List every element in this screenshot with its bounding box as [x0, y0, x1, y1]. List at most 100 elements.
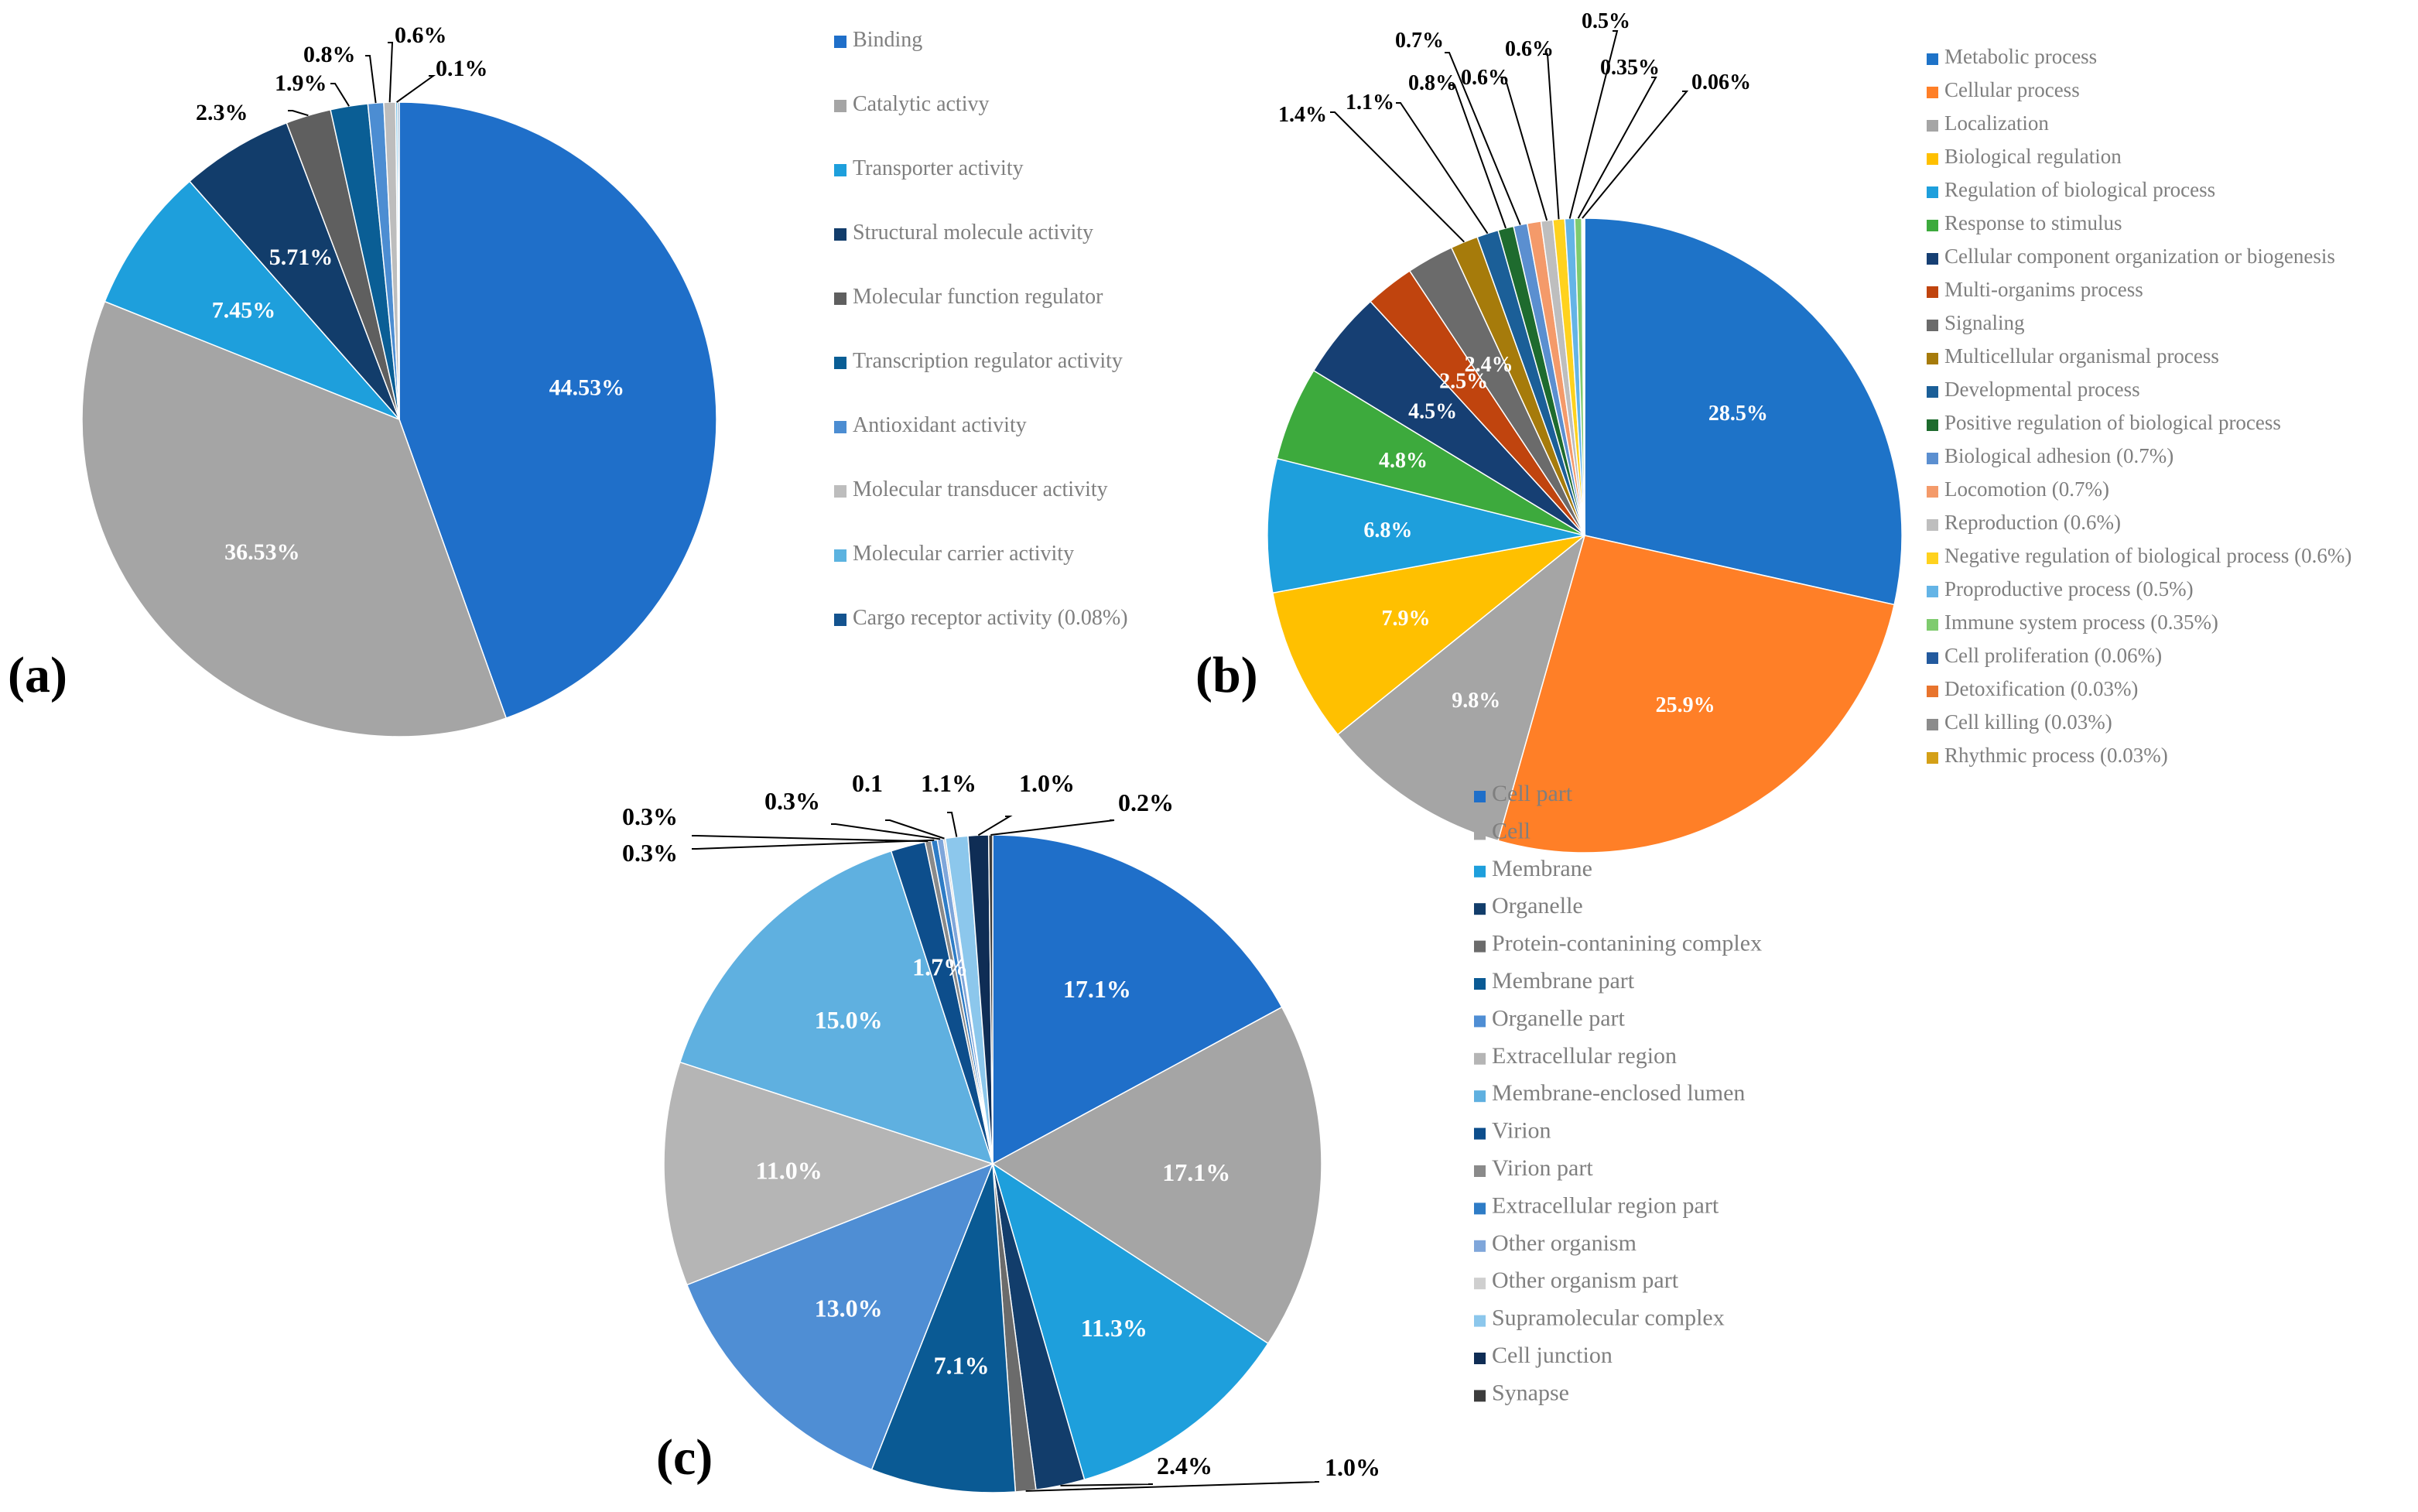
legend-entry: Membrane-enclosed lumen	[1492, 1080, 1745, 1106]
leader-line	[1330, 111, 1465, 243]
slice-data-label: 6.8%	[1363, 518, 1412, 542]
leader-line	[1060, 1483, 1154, 1486]
slice-data-label: 5.71%	[269, 245, 333, 270]
legend-swatch	[1927, 752, 1938, 764]
pie-slice	[870, 1163, 1017, 1493]
legend-entry: Locomotion (0.7%)	[1944, 477, 2109, 501]
leader-line	[1543, 53, 1560, 220]
pie-slice	[1497, 535, 1896, 853]
legend-entry: Positive regulation of biological proces…	[1944, 411, 2281, 434]
legend-swatch	[834, 36, 846, 48]
leader-line	[1445, 52, 1521, 225]
legend-entry: Protein-contanining complex	[1492, 931, 1762, 956]
legend-entry: Cell	[1492, 818, 1530, 843]
legend-entry: Extracellular region part	[1492, 1192, 1719, 1218]
leader-line	[977, 816, 1013, 836]
slice-data-label: 0.7%	[1395, 29, 1444, 53]
legend-swatch	[1474, 940, 1486, 953]
pie-slice	[188, 121, 400, 420]
leader-line	[1568, 30, 1619, 219]
legend-swatch	[1474, 1052, 1486, 1065]
panel-label-a: (a)	[8, 647, 67, 703]
slice-data-label: 0.35%	[1600, 56, 1660, 80]
pie-slice	[992, 834, 1283, 1165]
legend-swatch	[1474, 903, 1486, 915]
slice-data-label: 0.5%	[1582, 9, 1630, 33]
pie-slice	[398, 101, 717, 719]
legend-swatch	[834, 485, 846, 498]
legend-entry: Antioxidant activity	[853, 413, 1027, 437]
slice-data-label: 2.4%	[1157, 1452, 1212, 1480]
slice-data-label: 17.1%	[1063, 975, 1131, 1003]
legend-swatch	[1927, 320, 1938, 331]
slice-data-label: 4.8%	[1379, 449, 1428, 473]
leader-line	[1577, 77, 1657, 219]
legend-entry: Cell part	[1492, 781, 1573, 806]
legend-entry: Cell proliferation (0.06%)	[1944, 644, 2162, 667]
legend-swatch	[1927, 552, 1938, 564]
legend-entry: Metabolic process	[1944, 45, 2097, 68]
legend-swatch	[1927, 619, 1938, 631]
leader-line	[947, 812, 958, 837]
slice-data-label: 0.8%	[303, 42, 356, 67]
legend-swatch	[1474, 828, 1486, 840]
slice-data-label: 0.1	[852, 769, 883, 797]
slice-data-label: 0.3%	[764, 787, 820, 815]
pie-slice	[1271, 535, 1585, 736]
panel-label-b: (b)	[1195, 647, 1258, 703]
slice-data-label: 1.9%	[275, 70, 327, 96]
legend-swatch	[1474, 1278, 1486, 1290]
slice-data-label: 4.5%	[1408, 399, 1457, 423]
pie-chart-c: 17.1% 17.1% 11.3% 2.4% 1.0% 7.1% 13.0% 11.0% 15.…	[622, 769, 1762, 1493]
legend-swatch	[1474, 1353, 1486, 1364]
legend-entry: Reproduction (0.6%)	[1944, 511, 2121, 534]
slice-data-label: 15.0%	[815, 1006, 883, 1034]
legend-entry: Multi-organims process	[1944, 278, 2143, 301]
legend-entry: Other organism part	[1492, 1267, 1679, 1293]
legend-entry: Multicellular organismal process	[1944, 344, 2219, 368]
slice-data-label: 9.8%	[1452, 689, 1500, 713]
slice-data-label: 1.0%	[1325, 1453, 1380, 1481]
leader-line	[288, 110, 309, 117]
leader-line	[1500, 77, 1548, 221]
legend-entry: Other organism	[1492, 1230, 1637, 1256]
legend-swatch	[834, 421, 846, 433]
legend-entry: Synapse	[1492, 1380, 1569, 1405]
legend-entry: Rhythmic process (0.03%)	[1944, 744, 2168, 767]
legend-entry: Virion	[1492, 1118, 1551, 1144]
legend-swatch	[1474, 791, 1486, 802]
leader-line	[396, 75, 436, 103]
legend-entry: Localization	[1944, 111, 2049, 135]
pie-slice	[991, 1006, 1322, 1345]
slice-data-label: 0.8%	[1408, 71, 1457, 95]
legend-entry: Cellular component organization or bioge…	[1944, 245, 2335, 268]
leader-line	[1582, 91, 1689, 219]
legend-entry: Structural molecule activity	[853, 221, 1093, 245]
legend-entry: Developmental process	[1944, 378, 2140, 401]
slice-data-label: 7.9%	[1381, 607, 1430, 631]
legend-swatch	[1927, 286, 1938, 298]
slice-data-label: 25.9%	[1656, 693, 1715, 717]
leader-line	[388, 42, 394, 103]
legend-swatch	[1927, 586, 1938, 597]
slice-data-label: 13.0%	[815, 1295, 883, 1322]
slice-data-label: 0.3%	[622, 839, 678, 867]
slice-data-label: 2.4%	[1465, 353, 1513, 377]
legend-swatch	[1927, 120, 1938, 132]
leader-line	[692, 839, 935, 850]
legend-entry: Transporter activity	[853, 156, 1024, 180]
legend-swatch	[1474, 1015, 1486, 1028]
legend-swatch	[1927, 153, 1938, 165]
legend-entry: Organelle part	[1492, 1005, 1626, 1031]
legend-entry: Membrane part	[1492, 968, 1635, 994]
slice-data-label: 11.0%	[756, 1156, 823, 1184]
legend-entry: Biological regulation	[1944, 145, 2122, 168]
legend-swatch	[1474, 865, 1486, 877]
pie-chart-a: 44.53% 36.53% 7.45% 5.71% 2.3% 1.9% 0.8% 0.6% 0.…	[81, 22, 1128, 737]
legend-entry: Transcription regulator activity	[853, 349, 1123, 373]
legend-swatch	[1474, 1240, 1486, 1252]
pie-slice	[81, 300, 508, 737]
legend-swatch	[1927, 220, 1938, 231]
legend-swatch	[1474, 1090, 1486, 1103]
leader-line	[1396, 102, 1489, 234]
